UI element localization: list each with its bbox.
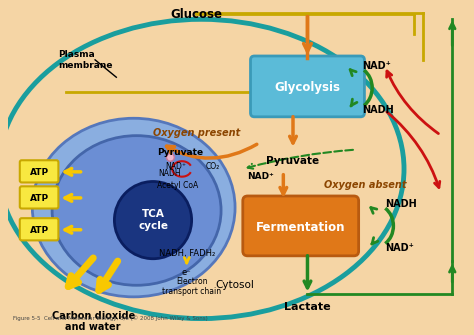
Ellipse shape (0, 19, 404, 319)
Ellipse shape (52, 136, 221, 285)
Text: Pyruvate: Pyruvate (157, 148, 203, 157)
Circle shape (166, 153, 174, 161)
Text: Pyruvate: Pyruvate (266, 156, 319, 166)
FancyBboxPatch shape (243, 196, 359, 256)
Text: TCA
cycle: TCA cycle (138, 209, 168, 231)
Text: CO₂: CO₂ (206, 161, 220, 171)
Ellipse shape (32, 118, 235, 297)
Text: NADH, FADH₂: NADH, FADH₂ (159, 249, 215, 258)
FancyBboxPatch shape (20, 160, 58, 183)
Text: NAD⁺: NAD⁺ (385, 243, 414, 253)
FancyBboxPatch shape (20, 218, 58, 241)
Text: Glycolysis: Glycolysis (274, 81, 340, 94)
Text: NAD⁺: NAD⁺ (165, 161, 187, 171)
Text: Oxygen present: Oxygen present (153, 128, 240, 138)
Text: ATP: ATP (29, 168, 49, 177)
Text: Acetyl CoA: Acetyl CoA (156, 181, 198, 190)
Text: Oxygen absent: Oxygen absent (324, 180, 407, 190)
FancyBboxPatch shape (20, 186, 58, 208)
Text: Electron
transport chain: Electron transport chain (162, 277, 221, 296)
Text: NAD⁺: NAD⁺ (363, 61, 392, 71)
Text: Glucose: Glucose (171, 8, 222, 21)
Text: Lactate: Lactate (284, 302, 331, 312)
Text: ATP: ATP (29, 226, 49, 235)
Text: ATP: ATP (29, 194, 49, 203)
Text: Figure 5-5  Cell and Molecular Biology, 5/e (© 2008 John Wiley & Sons): Figure 5-5 Cell and Molecular Biology, 5… (13, 316, 208, 322)
Circle shape (114, 182, 191, 259)
Text: NADH: NADH (385, 199, 417, 209)
FancyBboxPatch shape (251, 56, 365, 117)
Text: NADH: NADH (363, 105, 394, 115)
Text: e⁻: e⁻ (182, 268, 191, 277)
Text: NAD⁺: NAD⁺ (247, 172, 274, 181)
Text: Fermentation: Fermentation (256, 221, 346, 234)
Text: Carbon dioxide
and water: Carbon dioxide and water (52, 311, 135, 332)
Text: Plasma
membrane: Plasma membrane (58, 50, 113, 70)
Text: NADH: NADH (158, 169, 181, 178)
Text: Cytosol: Cytosol (216, 280, 255, 290)
